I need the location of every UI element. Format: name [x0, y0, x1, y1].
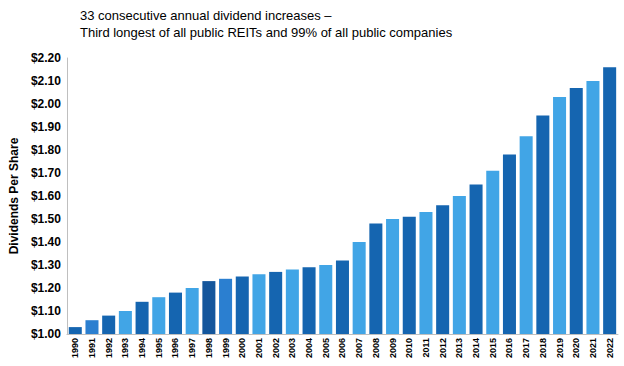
svg-text:2011: 2011 [421, 338, 431, 358]
svg-text:2009: 2009 [388, 338, 398, 358]
svg-text:2000: 2000 [237, 338, 247, 358]
svg-text:2013: 2013 [454, 338, 464, 358]
svg-text:2012: 2012 [438, 338, 448, 358]
svg-text:1993: 1993 [120, 338, 130, 358]
svg-text:$1.40: $1.40 [31, 235, 61, 249]
svg-text:2007: 2007 [354, 338, 364, 358]
svg-text:1998: 1998 [204, 338, 214, 358]
svg-text:2021: 2021 [588, 338, 598, 358]
svg-text:1997: 1997 [187, 338, 197, 358]
svg-text:$1.20: $1.20 [31, 281, 61, 295]
svg-text:2008: 2008 [371, 338, 381, 358]
svg-text:2001: 2001 [254, 338, 264, 358]
svg-text:2010: 2010 [404, 338, 414, 358]
svg-text:$1.70: $1.70 [31, 166, 61, 180]
svg-text:1995: 1995 [154, 338, 164, 358]
svg-text:1994: 1994 [137, 338, 147, 358]
svg-text:$2.10: $2.10 [31, 74, 61, 88]
svg-text:1990: 1990 [70, 338, 80, 358]
svg-text:2015: 2015 [488, 338, 498, 358]
svg-text:2018: 2018 [538, 338, 548, 358]
svg-text:2005: 2005 [321, 338, 331, 358]
svg-text:$1.90: $1.90 [31, 120, 61, 134]
svg-text:1996: 1996 [170, 338, 180, 358]
svg-text:Third longest of all public RE: Third longest of all public REITs and 99… [80, 25, 453, 40]
svg-text:$1.80: $1.80 [31, 143, 61, 157]
svg-text:1991: 1991 [87, 338, 97, 358]
svg-text:$2.20: $2.20 [31, 51, 61, 65]
svg-text:33 consecutive annual dividend: 33 consecutive annual dividend increases… [80, 8, 332, 23]
svg-text:$1.50: $1.50 [31, 212, 61, 226]
svg-text:2003: 2003 [287, 338, 297, 358]
svg-text:2022: 2022 [605, 338, 615, 358]
svg-text:$1.30: $1.30 [31, 258, 61, 272]
svg-text:2006: 2006 [337, 338, 347, 358]
svg-text:1992: 1992 [104, 338, 114, 358]
svg-text:2020: 2020 [571, 338, 581, 358]
svg-text:$1.00: $1.00 [31, 327, 61, 341]
svg-text:$1.60: $1.60 [31, 189, 61, 203]
svg-text:1999: 1999 [221, 338, 231, 358]
svg-text:2019: 2019 [555, 338, 565, 358]
svg-text:$2.00: $2.00 [31, 97, 61, 111]
svg-text:2017: 2017 [521, 338, 531, 358]
svg-text:Dividends Per Share: Dividends Per Share [7, 137, 21, 254]
svg-text:2004: 2004 [304, 338, 314, 358]
svg-text:2002: 2002 [271, 338, 281, 358]
svg-text:$1.10: $1.10 [31, 304, 61, 318]
svg-text:2016: 2016 [504, 338, 514, 358]
svg-text:2014: 2014 [471, 338, 481, 358]
